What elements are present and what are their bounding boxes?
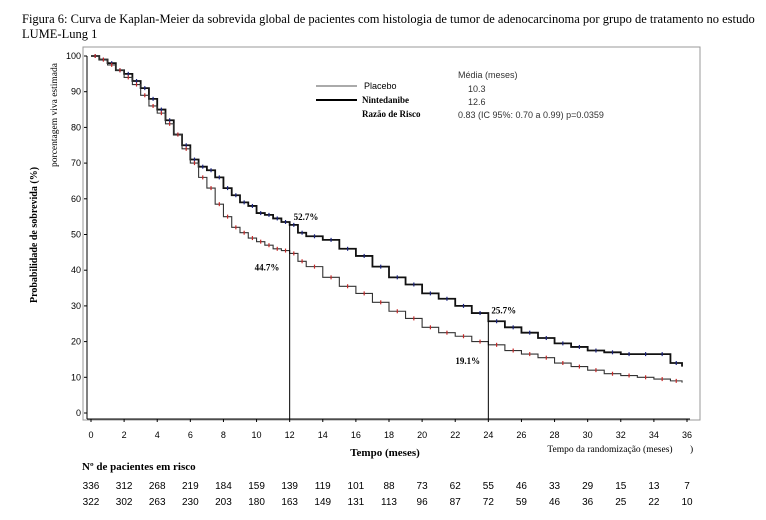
annotation-nintedanibe-24: 25.7% [491,305,516,315]
risk-cell: 10 [681,497,693,508]
x-tick-label: 6 [188,430,193,440]
risk-cell: 87 [449,497,461,508]
legend-median-header: Média (meses) [458,70,518,80]
x-tick-label: 28 [550,430,560,440]
legend-hazard-label: Razão de Risco [362,109,421,119]
risk-cell: 96 [416,497,428,508]
legend-nintedanibe-median: 12.6 [468,97,486,107]
risk-cell: 203 [215,497,232,508]
risk-cell: 336 [82,481,100,492]
risk-cell: 139 [281,481,298,492]
y-tick-label: 50 [71,230,81,240]
risk-cell: 36 [582,497,594,508]
y-tick-label: 0 [76,408,81,418]
risk-cell: 55 [482,481,494,492]
legend-placebo-median: 10.3 [468,84,486,94]
y-tick-label: 40 [71,265,81,275]
x-axis-label: Tempo (meses) [350,447,420,459]
legend: Placebo Nintedanibe Razão de Risco Média… [316,70,604,120]
legend-placebo-label: Placebo [364,81,397,91]
risk-cell: 131 [347,497,365,508]
y-tick-label: 90 [71,87,81,97]
risk-cell: 322 [82,497,100,508]
x-axis-paren: ) [690,444,693,455]
risk-cell: 312 [115,481,133,492]
x-tick-label: 22 [450,430,460,440]
risk-cell: 184 [215,481,232,492]
risk-cell: 230 [181,497,199,508]
y-tick-label: 30 [71,301,81,311]
risk-cell: 219 [181,481,199,492]
y-tick-label: 10 [71,372,81,382]
x-tick-label: 20 [417,430,427,440]
annotation-placebo-12: 44.7% [255,262,280,272]
risk-cell: 149 [314,497,332,508]
legend-nintedanibe-label: Nintedanibe [362,95,409,105]
risk-cell: 119 [314,481,331,492]
risk-cell: 46 [548,497,561,508]
plot-frame [82,46,701,421]
x-tick-label: 36 [682,430,692,440]
risk-cell: 29 [582,481,594,492]
risk-cell: 46 [515,481,527,492]
x-tick-label: 24 [483,430,493,440]
risk-cell: 62 [449,481,461,492]
risk-table-title: Nº de pacientes em risco [82,461,196,473]
x-tick-label: 34 [649,430,659,440]
y-axis-sublabel: porcentagem viva estimada [50,62,60,167]
risk-cell: 73 [416,481,428,492]
x-tick-label: 14 [318,430,328,440]
x-tick-label: 4 [155,430,160,440]
risk-cell: 159 [248,481,265,492]
x-tick-label: 10 [252,430,262,440]
risk-cell: 13 [648,481,660,492]
risk-cell: 263 [148,497,166,508]
x-axis-secondary-label: Tempo da randomização (meses) [547,444,672,455]
risk-cell: 59 [515,497,527,508]
y-tick-label: 80 [71,122,81,132]
x-tick-label: 2 [122,430,127,440]
risk-cell: 101 [347,481,365,492]
risk-cell: 15 [615,481,627,492]
risk-cell: 163 [281,497,298,508]
risk-cell: 7 [684,481,690,492]
y-tick-label: 20 [71,337,81,347]
x-tick-label: 12 [285,430,295,440]
x-tick-label: 26 [516,430,526,440]
risk-cell: 33 [548,481,561,492]
figure-caption: Figura 6: Curva de Kaplan-Meier da sobre… [22,12,755,41]
risk-cell: 88 [383,481,395,492]
series-line-placebo [91,55,683,383]
risk-cell: 302 [115,497,133,508]
y-tick-label: 100 [66,51,81,61]
x-tick-label: 32 [616,430,626,440]
x-tick-label: 8 [221,430,226,440]
annotation-placebo-24: 19.1% [455,356,480,366]
legend-hazard-value: 0.83 (IC 95%: 0.70 a 0.99) p=0.0359 [458,110,604,120]
x-tick-label: 30 [583,430,593,440]
x-tick-label: 18 [384,430,394,440]
risk-cell: 268 [148,481,166,492]
annotation-nintedanibe-12: 52.7% [294,212,319,222]
y-tick-label: 60 [71,194,81,204]
risk-cell: 22 [648,497,660,508]
y-axis-label: Probabilidade de sobrevida (%) [29,167,40,303]
y-tick-label: 70 [71,158,81,168]
risk-cell: 72 [482,497,494,508]
risk-cell: 113 [381,497,397,508]
x-tick-label: 16 [351,430,361,440]
risk-cell: 25 [615,497,627,508]
risk-cell: 180 [248,497,265,508]
x-tick-label: 0 [88,430,93,440]
